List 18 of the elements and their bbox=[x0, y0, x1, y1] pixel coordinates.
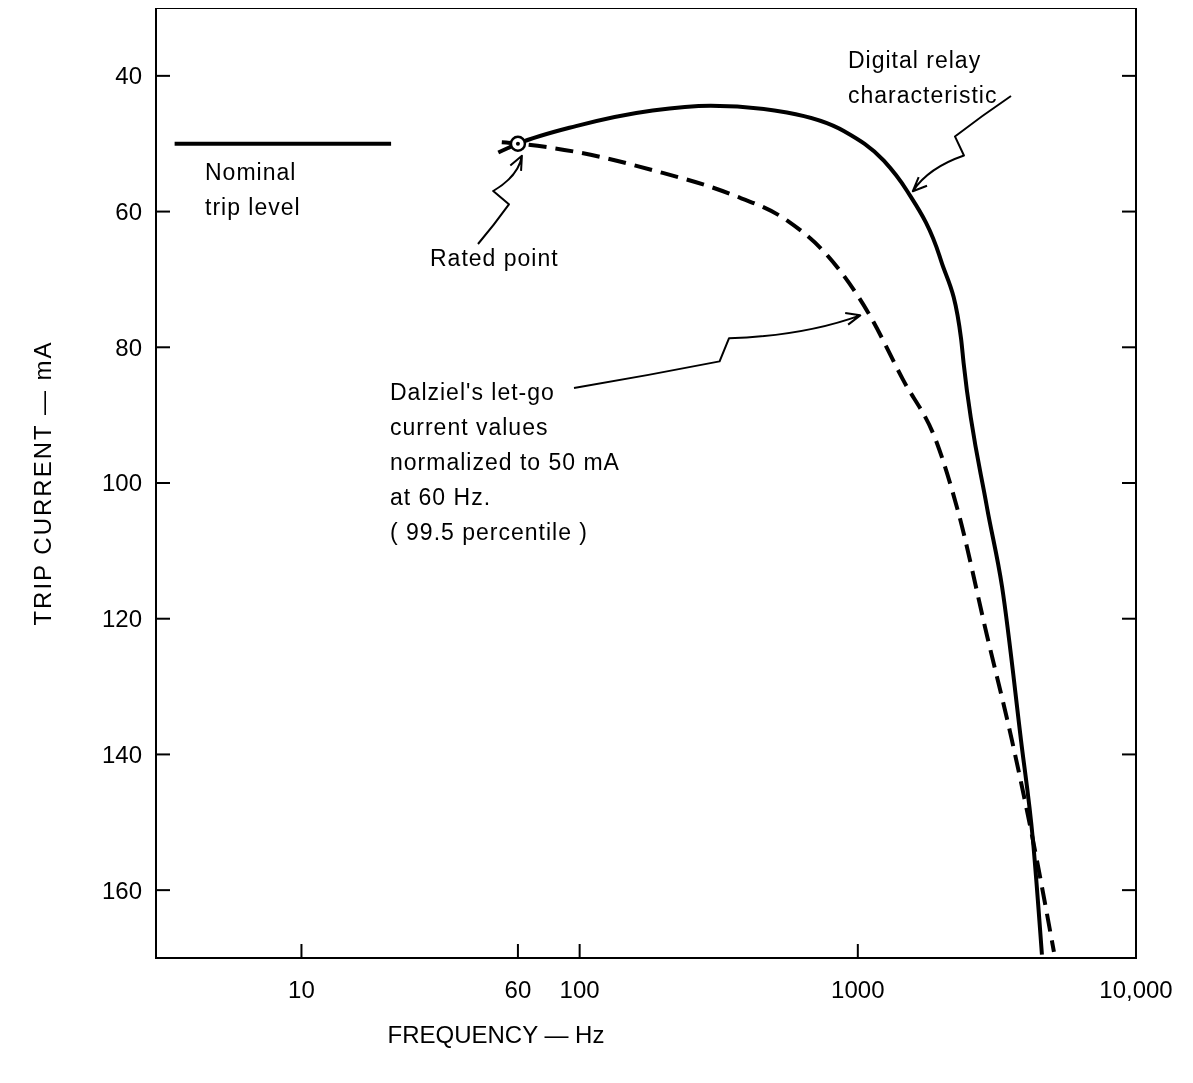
annotation: Digital relay characteristic bbox=[848, 47, 998, 108]
x-tick-label: 100 bbox=[559, 976, 600, 1003]
x-tick-label: 60 bbox=[504, 976, 532, 1003]
y-tick-label: 140 bbox=[101, 740, 142, 768]
y-tick-label: 40 bbox=[115, 62, 142, 90]
y-tick-label: 80 bbox=[115, 333, 142, 361]
x-tick-label: 10,000 bbox=[1099, 976, 1173, 1003]
y-axis-title: TRIP CURRENT — mA bbox=[29, 340, 56, 626]
x-tick-label: 10 bbox=[288, 976, 315, 1003]
annotation: Rated point bbox=[430, 245, 559, 271]
x-axis-title: FREQUENCY — Hz bbox=[387, 1021, 605, 1048]
y-tick-label: 60 bbox=[115, 197, 142, 225]
annotation: Dalziel's let-go current values normalized to 50 mA at 60 Hz. ( 99.5 percentile ) bbox=[390, 379, 620, 545]
y-tick-label: 120 bbox=[101, 605, 142, 633]
y-tick-label: 100 bbox=[101, 469, 142, 497]
x-tick-label: 1000 bbox=[831, 976, 885, 1003]
y-tick-label: 160 bbox=[101, 876, 142, 904]
annotation: Nominal trip level bbox=[205, 159, 301, 220]
